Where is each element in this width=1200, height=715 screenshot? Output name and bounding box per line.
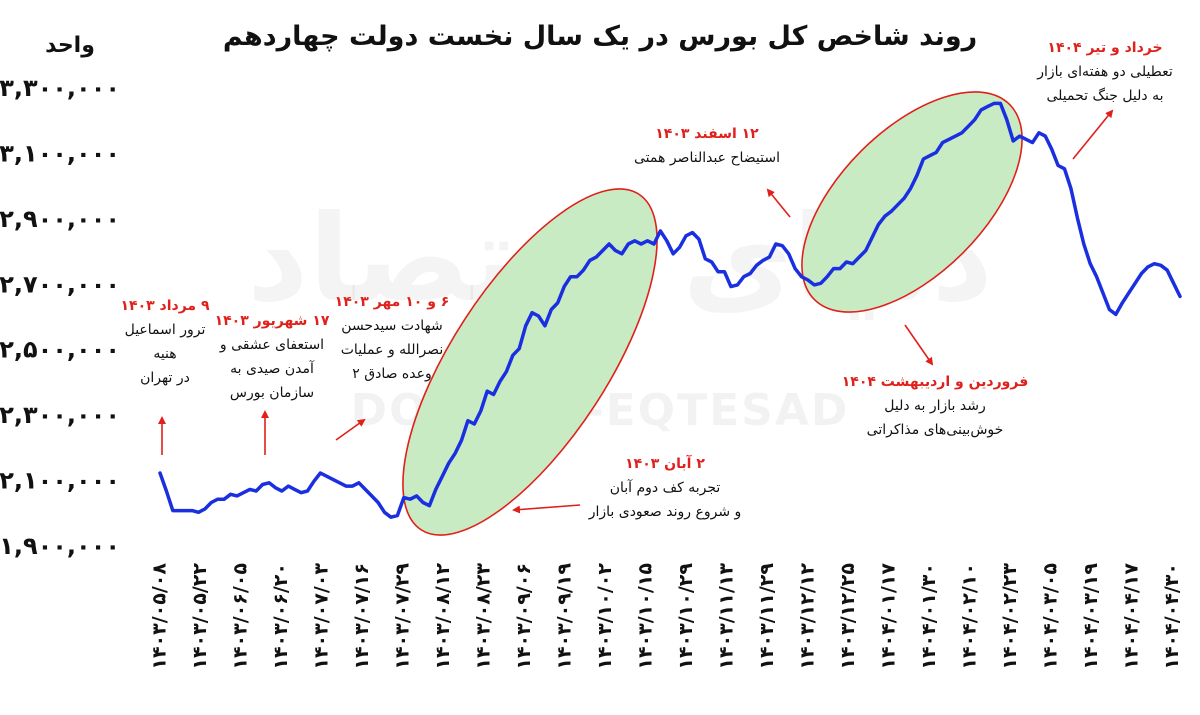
annotation-arrow [904, 324, 934, 366]
x-tick-label: ۱۴۰۴/۰۳/۰۵ [1040, 563, 1062, 670]
annotation-date: ۲ آبان ۱۴۰۳ [625, 454, 705, 472]
annotation: ۱۲ اسفند ۱۴۰۳ استیضاح عبدالناصر همتی [634, 126, 780, 166]
x-tick-label: ۱۴۰۳/۱۰/۲۹ [675, 563, 697, 670]
annotation-date: خرداد و تیر ۱۴۰۴ [1047, 40, 1162, 56]
annotation-text: سازمان بورس [230, 385, 314, 401]
y-tick-label: ۱,۹۰۰,۰۰۰ [0, 532, 120, 560]
y-tick-label: ۲,۷۰۰,۰۰۰ [0, 270, 120, 298]
x-tick-label: ۱۴۰۴/۰۲/۲۳ [999, 563, 1021, 670]
x-tick-label: ۱۴۰۳/۱۱/۲۹ [756, 563, 778, 670]
y-tick-label: ۲,۳۰۰,۰۰۰ [0, 401, 120, 429]
x-tick-label: ۱۴۰۳/۰۵/۰۸ [149, 563, 171, 670]
annotation-text: رشد بازار به دلیل [884, 398, 986, 414]
x-tick-label: ۱۴۰۳/۰۶/۰۵ [230, 563, 252, 670]
x-tick-label: ۱۴۰۳/۰۹/۰۶ [513, 563, 535, 670]
x-tick-label: ۱۴۰۳/۱۲/۲۵ [837, 563, 859, 670]
annotation-date: ۱۲ اسفند ۱۴۰۳ [655, 126, 759, 142]
x-tick-label: ۱۴۰۴/۰۲/۱۰ [959, 563, 981, 670]
annotation-text: شهادت سیدحسن [341, 318, 442, 334]
x-tick-label: ۱۴۰۳/۰۸/۲۳ [473, 563, 495, 670]
x-tick-label: ۱۴۰۳/۱۰/۱۵ [635, 563, 657, 670]
annotation-text: ترور اسماعیل [125, 322, 206, 338]
x-tick-label: ۱۴۰۴/۰۱/۳۰ [918, 563, 940, 670]
y-tick-label: ۲,۱۰۰,۰۰۰ [0, 467, 120, 495]
annotation: خرداد و تیر ۱۴۰۴ تعطیلی دو هفته‌ای بازار ب… [1036, 40, 1173, 104]
index-line-series [158, 101, 1182, 519]
x-tick-label: ۱۴۰۳/۰۵/۲۲ [189, 563, 211, 670]
annotation-arrow [512, 504, 581, 514]
x-tick-label: ۱۴۰۳/۰۶/۲۰ [270, 563, 292, 670]
annotation-date: ۶ و ۱۰ مهر ۱۴۰۳ [335, 294, 450, 310]
annotation-date: فروردین و اردیبهشت ۱۴۰۴ [842, 374, 1029, 390]
annotation-text: خوش‌بینی‌های مذاکراتی [867, 422, 1004, 438]
annotation-text: آمدن صیدی به [230, 360, 315, 377]
x-tick-label: ۱۴۰۴/۰۳/۱۹ [1080, 563, 1102, 670]
x-tick-label: ۱۴۰۴/۰۴/۱۷ [1121, 563, 1143, 670]
x-tick-label: ۱۴۰۳/۰۷/۱۶ [351, 563, 373, 670]
annotation-text: نصرالله و عملیات [341, 342, 443, 358]
y-tick-label: ۲,۵۰۰,۰۰۰ [0, 336, 120, 364]
x-tick-label: ۱۴۰۳/۰۹/۱۹ [554, 563, 576, 670]
x-tick-label: ۱۴۰۴/۰۴/۳۰ [1161, 563, 1183, 670]
x-tick-label: ۱۴۰۳/۱۲/۱۲ [797, 563, 819, 670]
annotation-text: استیضاح عبدالناصر همتی [634, 150, 780, 166]
annotation-date: ۹ مرداد ۱۴۰۳ [120, 298, 209, 314]
chart-title: روند شاخص کل بورس در یک سال نخست دولت چه… [223, 21, 977, 52]
index-line [158, 101, 1182, 519]
annotation: ۱۷ شهریور ۱۴۰۳ استعفای عشقی و آمدن صیدی به… [215, 313, 330, 401]
x-tick-label: ۱۴۰۳/۰۸/۱۲ [432, 563, 454, 670]
annotation-text: در تهران [140, 370, 190, 386]
x-tick-label: ۱۴۰۴/۰۱/۱۷ [878, 563, 900, 670]
y-axis-unit-label: واحد [45, 33, 95, 58]
annotation: ۲ آبان ۱۴۰۳ تجربه کف دوم آبان و شروع روند … [588, 454, 742, 520]
annotation-arrow [766, 188, 791, 218]
x-tick-label: ۱۴۰۳/۰۷/۲۹ [392, 563, 414, 670]
highlight-ellipse [402, 188, 658, 536]
annotation-date: ۱۷ شهریور ۱۴۰۳ [215, 313, 330, 329]
annotation-arrow [1072, 109, 1114, 160]
x-tick-label: ۱۴۰۳/۰۷/۰۳ [311, 563, 333, 670]
y-tick-label: ۳,۳۰۰,۰۰۰ [0, 74, 120, 102]
x-tick-label: ۱۴۰۳/۱۰/۰۲ [594, 563, 616, 670]
annotation: ۹ مرداد ۱۴۰۳ ترور اسماعیل هنیه در تهران [120, 298, 209, 386]
annotation-text: به دلیل جنگ تحمیلی [1046, 87, 1163, 104]
y-tick-label: ۳,۱۰۰,۰۰۰ [0, 139, 120, 167]
y-tick-label: ۲,۹۰۰,۰۰۰ [0, 205, 120, 233]
annotation-text: وعده صادق ۲ [352, 366, 431, 382]
annotation-arrow [335, 418, 366, 441]
annotation-text: تجربه کف دوم آبان [610, 479, 721, 496]
annotations: ۹ مرداد ۱۴۰۳ ترور اسماعیل هنیه در تهران ۱۷ ش… [120, 40, 1172, 520]
x-axis-ticks: ۱۴۰۳/۰۵/۰۸ ۱۴۰۳/۰۵/۲۲ ۱۴۰۳/۰۶/۰۵ ۱۴۰۳/۰۶/۲۰… [149, 563, 1184, 670]
annotation-arrows [158, 109, 1114, 514]
annotation-text: و شروع روند صعودی بازار [588, 504, 742, 520]
annotation: ۶ و ۱۰ مهر ۱۴۰۳ شهادت سیدحسن نصرالله و عمل… [335, 294, 450, 382]
y-axis-ticks: ۳,۳۰۰,۰۰۰ ۳,۱۰۰,۰۰۰ ۲,۹۰۰,۰۰۰ ۲,۷۰۰,۰۰۰ ۲,۵۰… [0, 74, 120, 560]
annotation: فروردین و اردیبهشت ۱۴۰۴ رشد بازار به دلیل… [842, 374, 1029, 438]
annotation-text: تعطیلی دو هفته‌ای بازار [1036, 64, 1173, 80]
x-tick-label: ۱۴۰۳/۱۱/۱۳ [716, 563, 738, 670]
annotation-text: هنیه [153, 346, 176, 362]
annotation-text: استعفای عشقی و [219, 337, 324, 353]
